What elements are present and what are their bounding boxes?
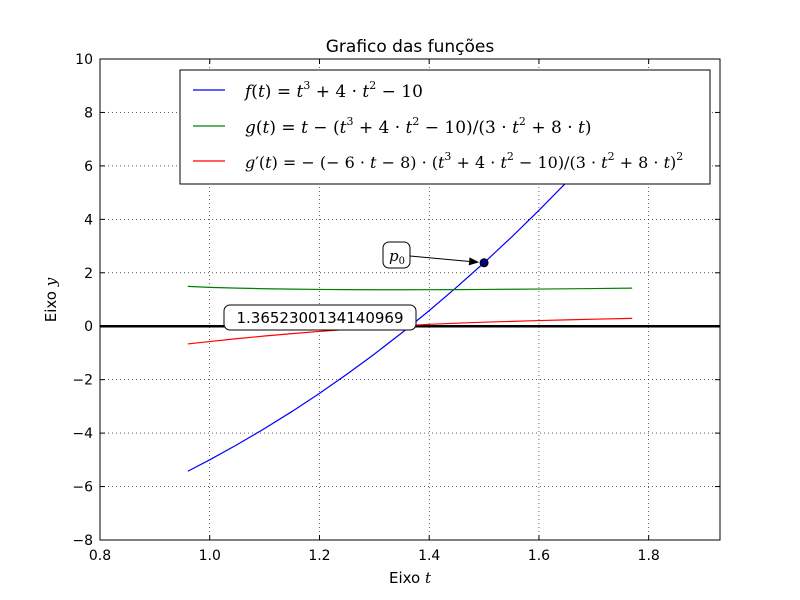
legend-label-f: f(t) = t3 + 4 · t2 − 10 (243, 79, 423, 102)
point-label-subscript: 0 (399, 256, 405, 267)
legend: f(t) = t3 + 4 · t2 − 10 g(t) = t − (t3 +… (179, 69, 711, 185)
y-tick-label: 4 (84, 212, 93, 228)
x-tick-label: 0.8 (89, 548, 111, 564)
y-axis-label-prefix: Eixo (42, 286, 60, 322)
root-annotation-text: 1.3652300134140969 (236, 309, 403, 327)
legend-box (179, 69, 711, 185)
point-annotation: p0 (382, 241, 489, 269)
point-annotation-arrow (409, 255, 472, 263)
point-marker (479, 258, 489, 268)
plot-frame (99, 58, 721, 541)
x-tick-label: 1.2 (308, 548, 330, 564)
y-axis-label: Eixo y (42, 277, 60, 322)
y-tick-label: 10 (75, 52, 93, 68)
x-tick-label: 1.8 (638, 548, 660, 564)
y-tick-label: 6 (84, 159, 93, 175)
y-tick-label: 8 (84, 105, 93, 121)
root-annotation-box (223, 304, 417, 331)
ticks (99, 58, 720, 541)
series-line-1 (187, 285, 633, 291)
point-annotation-arrowhead (468, 257, 480, 266)
x-axis-label-var: t (425, 569, 432, 587)
point-annotation-label: p0 (389, 247, 405, 267)
point-annotation-box (382, 241, 411, 269)
y-tick-labels: −8 −6 −4 −2 0 2 4 6 8 10 (72, 52, 93, 549)
x-axis-label-prefix: Eixo (389, 569, 425, 587)
series-line-0 (187, 109, 633, 472)
y-tick-label: −2 (72, 373, 93, 389)
x-tick-labels: 0.8 1.0 1.2 1.4 1.6 1.8 (89, 548, 660, 564)
y-tick-label: 2 (84, 266, 93, 282)
root-annotation: 1.3652300134140969 (223, 304, 417, 331)
x-axis-label: Eixo t (389, 569, 432, 587)
x-tick-label: 1.4 (418, 548, 440, 564)
legend-label-gprime: g′(t) = − (− 6 · t − 8) · (t3 + 4 · t2 −… (245, 150, 683, 172)
x-tick-label: 1.6 (528, 548, 550, 564)
legend-label-g: g(t) = t − (t3 + 4 · t2 − 10)/(3 · t2 + … (245, 115, 592, 138)
y-tick-label: 0 (84, 319, 93, 335)
y-axis-label-var: y (42, 277, 60, 287)
x-tick-label: 1.0 (199, 548, 221, 564)
chart-title: Grafico das funções (326, 37, 495, 57)
y-tick-label: −4 (72, 426, 93, 442)
point-label: p (389, 247, 399, 265)
y-tick-label: −8 (72, 533, 93, 549)
y-tick-label: −6 (72, 480, 93, 496)
